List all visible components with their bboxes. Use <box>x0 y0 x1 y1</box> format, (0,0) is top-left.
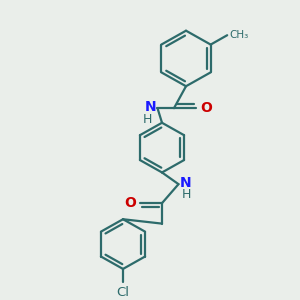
Text: H: H <box>143 113 153 126</box>
Text: CH₃: CH₃ <box>230 30 249 40</box>
Text: Cl: Cl <box>116 286 130 298</box>
Text: N: N <box>180 176 191 190</box>
Text: H: H <box>182 188 192 201</box>
Text: O: O <box>124 196 136 210</box>
Text: O: O <box>200 101 212 115</box>
Text: N: N <box>145 100 156 114</box>
